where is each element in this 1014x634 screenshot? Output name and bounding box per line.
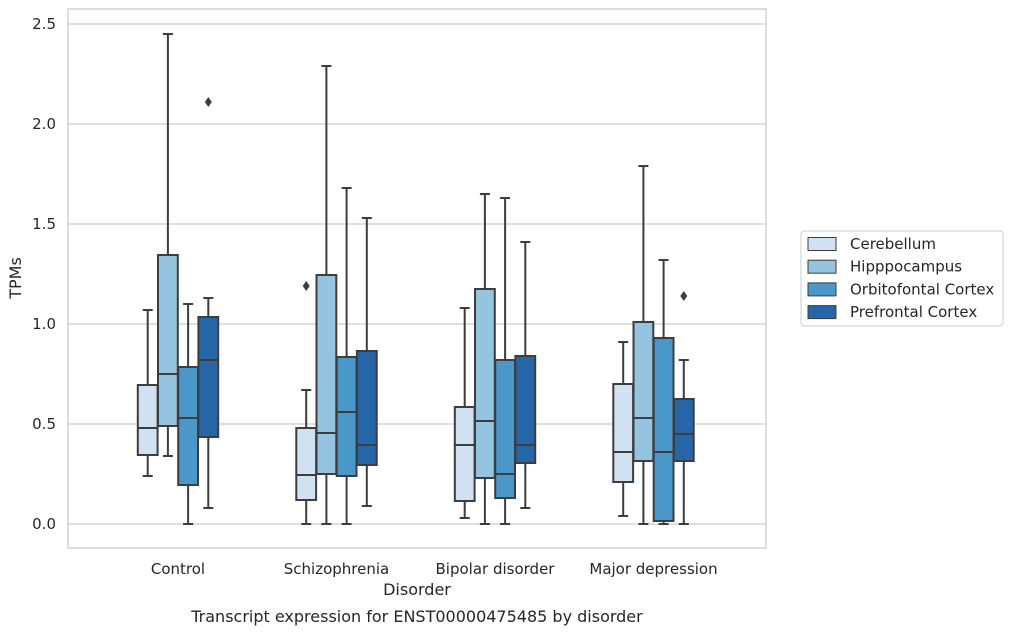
x-tick-label-control: Control [151,560,205,578]
box-cerebellum-major-depression [612,341,635,517]
box-series [136,33,695,525]
legend-item-prefrontal-cortex: Prefrontal Cortex [807,303,977,321]
box-orbitofontal-cortex-schizophrenia [335,187,358,525]
box-body [315,274,338,475]
box-body [612,383,635,483]
box-prefrontal-cortex-bipolar-disorder [514,241,537,509]
box-body [335,356,358,477]
box-body [295,427,318,501]
legend-frame [800,230,1004,327]
box-cerebellum-control [136,309,159,477]
legend-swatch [807,259,837,274]
x-axis-label: Disorder [383,580,451,599]
box-orbitofontal-cortex-major-depression [652,259,675,525]
box-body [494,359,517,499]
box-body [474,288,496,479]
box-hipppocampus-major-depression [632,165,655,525]
y-tick-label: 0.0 [32,515,56,533]
box-hipppocampus-control [157,33,179,457]
box-prefrontal-cortex-major-depression [672,291,695,525]
box-prefrontal-cortex-schizophrenia [355,217,378,507]
x-tick-label-schizophrenia: Schizophrenia [284,560,389,578]
box-hipppocampus-schizophrenia [315,65,338,525]
box-cerebellum-bipolar-disorder [453,307,476,519]
box-body [652,337,675,522]
box-body [453,406,476,502]
outlier-point [680,291,688,301]
legend-item-orbitofontal-cortex: Orbitofontal Cortex [807,280,994,298]
x-tick-label-major-depression: Major depression [589,560,717,578]
y-tick-label: 0.5 [32,415,56,433]
legend-label: Hipppocampus [850,258,962,276]
x-tick-label-bipolar-disorder: Bipolar disorder [436,560,556,578]
box-orbitofontal-cortex-control [177,303,199,525]
legend-swatch [807,237,837,251]
legend-label: Orbitofontal Cortex [850,280,994,298]
box-body [197,316,220,438]
legend-label: Prefrontal Cortex [850,303,977,321]
y-tick-label: 1.5 [32,215,56,233]
y-tick-label: 1.0 [32,315,56,333]
legend: Cerebellum Hipppocampus Orbitofontal Corte… [800,230,1004,327]
y-tick-label: 2.5 [32,15,56,33]
box-body [157,254,179,427]
outlier-point [302,281,310,291]
box-prefrontal-cortex-control [197,97,220,509]
legend-swatch [807,282,837,297]
box-body [136,384,159,456]
box-orbitofontal-cortex-bipolar-disorder [494,197,517,525]
y-axis-label: TPMs [6,257,25,300]
plot-area-frame [67,8,767,549]
legend-item-hipppocampus: Hipppocampus [807,258,962,276]
box-cerebellum-schizophrenia [295,281,318,525]
outlier-point [204,97,212,107]
box-body [672,398,695,462]
box-body [355,350,378,466]
x-axis-ticks: Control Schizophrenia Bipolar disorder Majo… [151,560,718,578]
legend-label: Cerebellum [850,235,936,253]
box-body [177,366,199,486]
chart-caption: Transcript expression for ENST0000047548… [190,607,643,626]
y-tick-label: 2.0 [32,115,56,133]
y-axis-ticks: 0.0 0.5 1.0 1.5 2.0 2.5 [32,15,56,533]
box-body [632,321,655,462]
box-hipppocampus-bipolar-disorder [474,193,496,525]
box-body [514,355,537,464]
legend-swatch [807,305,837,320]
legend-item-cerebellum: Cerebellum [807,235,936,253]
